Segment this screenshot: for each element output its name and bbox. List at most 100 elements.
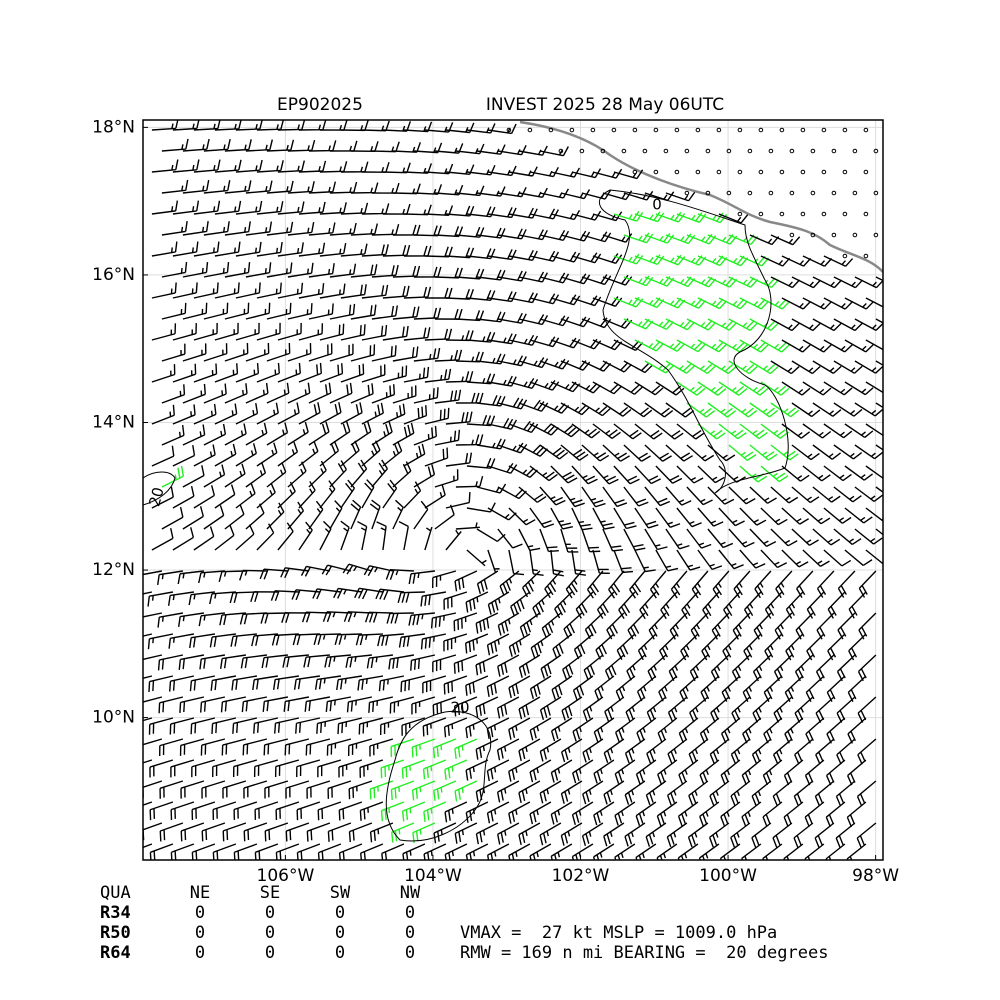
wind-barb xyxy=(382,244,411,257)
wind-barb xyxy=(224,302,250,320)
wind-barb xyxy=(254,801,279,820)
wind-barb xyxy=(518,229,548,241)
wind-barb xyxy=(730,822,751,848)
wind-barb xyxy=(823,381,853,396)
wind-barb xyxy=(593,759,615,784)
calm-marker xyxy=(726,190,732,196)
wind-barb xyxy=(424,368,452,383)
wind-barb xyxy=(182,302,208,320)
wind-barb xyxy=(455,434,484,446)
calm-marker xyxy=(863,127,869,133)
wind-barb xyxy=(743,591,762,619)
wind-barb xyxy=(424,447,449,467)
wind-barb xyxy=(264,822,289,842)
wind-barb xyxy=(465,843,489,860)
wind-barb xyxy=(256,282,282,299)
wind-barb xyxy=(595,633,615,660)
wind-barb xyxy=(508,633,531,657)
wind-barb xyxy=(266,302,292,320)
wind-barb xyxy=(235,443,257,467)
wind-barb xyxy=(434,349,463,362)
wind-barb xyxy=(497,822,520,845)
wind-barb xyxy=(388,654,415,670)
wind-barb xyxy=(592,465,619,485)
wind-barb xyxy=(560,528,579,553)
wind-barb xyxy=(151,364,176,383)
wind-barb xyxy=(581,444,610,462)
wind-barb xyxy=(371,345,397,362)
wind-barb xyxy=(203,505,225,530)
wind-barb xyxy=(191,759,216,778)
wind-barb xyxy=(497,612,520,636)
calm-marker xyxy=(842,169,848,175)
calm-marker xyxy=(653,169,659,175)
wind-barb xyxy=(348,822,373,843)
wind-barb xyxy=(277,481,296,509)
wind-barb xyxy=(497,312,527,324)
wind-barb xyxy=(161,138,189,152)
wind-barb xyxy=(201,822,226,842)
wind-barb xyxy=(433,822,457,844)
calm-marker xyxy=(600,148,606,154)
wind-barb xyxy=(487,207,517,219)
wind-barb xyxy=(728,486,756,505)
wind-barbs xyxy=(143,120,883,860)
wind-barb xyxy=(366,654,393,669)
wind-barb xyxy=(858,612,877,640)
wind-barb xyxy=(220,696,247,713)
table-cell: 0 xyxy=(405,903,415,923)
calm-marker xyxy=(789,232,795,238)
wind-barb xyxy=(678,717,699,744)
wind-barb xyxy=(161,302,187,320)
wind-barb xyxy=(382,441,403,467)
wind-barb xyxy=(403,163,433,174)
wind-barb xyxy=(835,780,856,807)
wind-barb xyxy=(382,479,398,509)
wind-barb xyxy=(476,186,506,197)
wind-barb xyxy=(634,339,665,352)
wind-barb xyxy=(772,738,793,765)
wind-barb xyxy=(143,759,153,764)
wind-barb xyxy=(143,675,153,680)
wind-barb xyxy=(193,282,219,299)
wind-barb xyxy=(232,717,258,734)
wind-barb xyxy=(475,738,499,760)
wind-barb xyxy=(634,254,665,266)
wind-barb xyxy=(203,261,230,278)
wind-barb xyxy=(305,738,331,756)
wind-barb xyxy=(319,520,332,551)
wind-barb xyxy=(686,233,717,245)
wind-barb xyxy=(308,263,335,278)
wind-barb xyxy=(749,486,777,504)
wind-barb xyxy=(430,612,457,629)
wind-barb xyxy=(550,801,573,825)
contour-label: 20 xyxy=(450,699,469,717)
wind-barb xyxy=(277,362,301,383)
wind-barb xyxy=(604,696,625,722)
wind-barb xyxy=(198,570,225,584)
wind-barb xyxy=(241,696,268,713)
wind-barb xyxy=(739,465,768,483)
wind-barb xyxy=(508,759,531,782)
wind-barb xyxy=(602,486,628,508)
wind-barb xyxy=(749,318,779,332)
wind-barb xyxy=(151,120,179,131)
wind-barb xyxy=(623,528,646,551)
table-cell: 0 xyxy=(405,943,415,963)
wind-barb xyxy=(728,234,759,246)
wind-barb xyxy=(423,843,447,860)
calm-marker xyxy=(831,190,837,196)
wind-barb xyxy=(304,696,331,712)
wind-barb xyxy=(319,323,345,341)
wind-barb xyxy=(634,211,665,223)
wind-barb xyxy=(623,402,653,418)
wind-barb xyxy=(508,801,531,824)
wind-barb xyxy=(812,360,842,374)
wind-barb xyxy=(781,423,811,439)
wind-barb xyxy=(143,801,153,806)
wind-barb xyxy=(327,822,352,842)
wind-barb xyxy=(403,204,432,216)
wind-barb xyxy=(833,528,862,546)
wind-barb xyxy=(592,507,615,530)
